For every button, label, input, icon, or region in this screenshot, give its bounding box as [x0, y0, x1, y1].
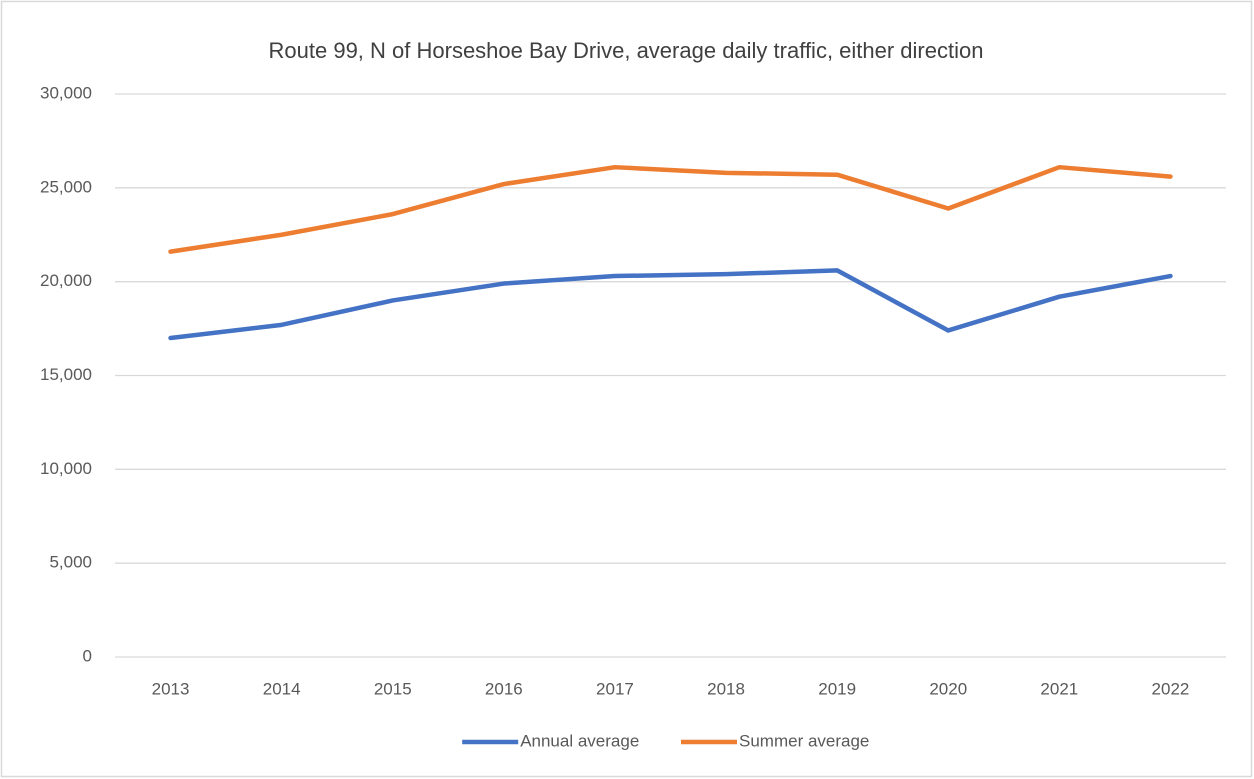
x-tick-label: 2019: [818, 679, 856, 698]
x-tick-label: 2018: [707, 679, 745, 698]
x-tick-label: 2016: [485, 679, 523, 698]
legend-label: Summer average: [739, 731, 869, 750]
x-tick-label: 2015: [374, 679, 412, 698]
data-line: [168, 164, 1173, 254]
y-tick-label: 20,000: [40, 271, 92, 290]
data-line: [168, 268, 1173, 341]
x-tick-label: 2020: [929, 679, 967, 698]
y-tick-label: 30,000: [40, 83, 92, 102]
x-tick-label: 2021: [1040, 679, 1078, 698]
x-tick-label: 2014: [263, 679, 301, 698]
x-tick-label: 2013: [152, 679, 190, 698]
chart-title: Route 99, N of Horseshoe Bay Drive, aver…: [269, 38, 984, 63]
y-tick-label: 15,000: [40, 365, 92, 384]
y-tick-label: 10,000: [40, 459, 92, 478]
y-tick-label: 5,000: [49, 553, 92, 572]
legend-label: Annual average: [520, 731, 639, 750]
x-tick-label: 2022: [1152, 679, 1190, 698]
x-tick-label: 2017: [596, 679, 634, 698]
y-tick-label: 25,000: [40, 177, 92, 196]
y-tick-label: 0: [83, 646, 92, 665]
